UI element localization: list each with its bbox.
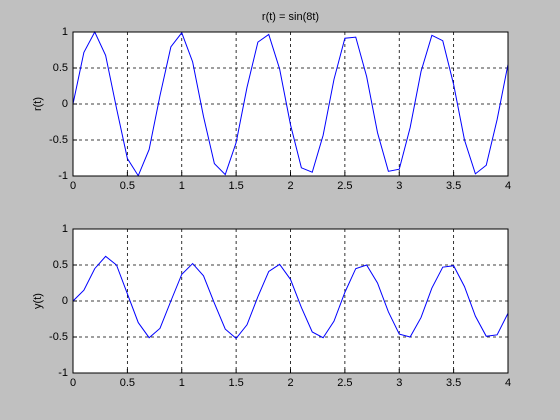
x-tick-label: 1.5 (228, 180, 243, 192)
x-tick-label: 2.5 (337, 180, 352, 192)
chart-title: r(t) = sin(8t) (262, 11, 319, 23)
x-tick-label: 3.5 (446, 377, 461, 389)
data-line (72, 255, 509, 340)
x-tick-label: 1 (179, 180, 185, 192)
x-tick-label: 3.5 (446, 180, 461, 192)
y-axis-label: y(t) (32, 293, 44, 309)
y-tick-label: 0.5 (53, 62, 68, 74)
x-tick-label: 2 (287, 180, 293, 192)
x-tick-label: 3 (396, 377, 402, 389)
x-tick-label: 0.5 (120, 180, 135, 192)
axes-frame (72, 31, 509, 177)
data-line (72, 30, 509, 177)
axes-frame (72, 228, 509, 374)
x-tick-label: 2.5 (337, 377, 352, 389)
y-tick-label: -0.5 (49, 134, 68, 146)
y-tick-label: 0 (62, 98, 68, 110)
y-tick-label: 0 (62, 295, 68, 307)
x-tick-label: 1 (179, 377, 185, 389)
y-axis-label: r(t) (32, 97, 44, 111)
x-tick-label: 1.5 (228, 377, 243, 389)
x-tick-label: 2 (287, 377, 293, 389)
x-tick-label: 3 (396, 180, 402, 192)
y-tick-label: 1 (62, 223, 68, 235)
y-tick-label: -1 (58, 170, 68, 182)
y-tick-label: -1 (58, 367, 68, 379)
x-tick-label: 4 (505, 180, 511, 192)
x-tick-label: 0.5 (120, 377, 135, 389)
y-tick-label: 1 (62, 26, 68, 38)
y-tick-label: 0.5 (53, 259, 68, 271)
x-tick-label: 4 (505, 377, 511, 389)
x-tick-label: 0 (70, 377, 76, 389)
y-tick-label: -0.5 (49, 331, 68, 343)
x-tick-label: 0 (70, 180, 76, 192)
